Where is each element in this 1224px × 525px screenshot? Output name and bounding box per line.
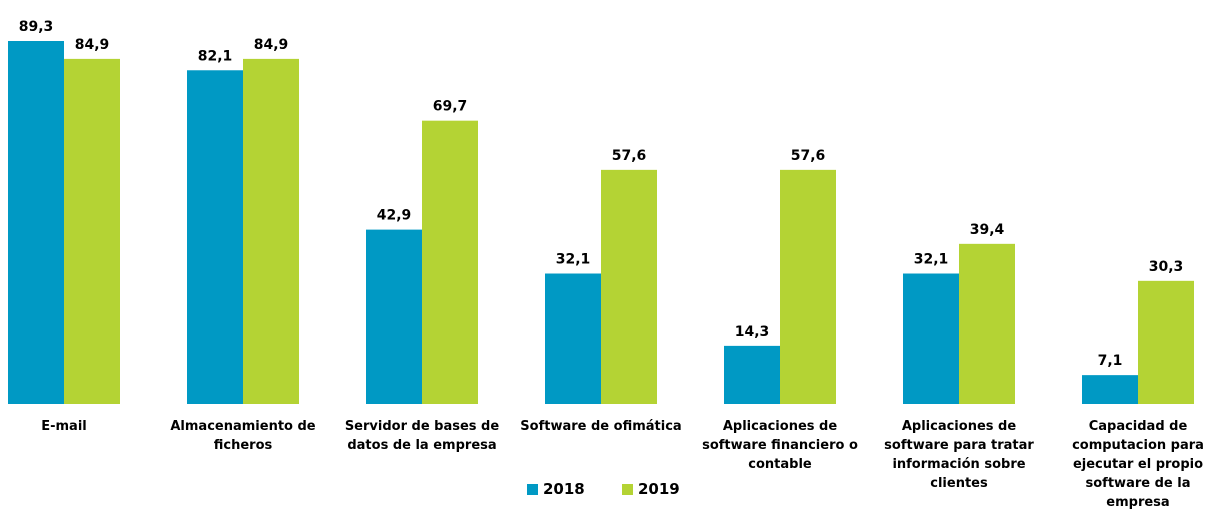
data-label: 57,6: [791, 148, 826, 164]
legend-item: 2019: [622, 480, 680, 498]
bar: [187, 70, 243, 404]
data-label: 82,1: [198, 48, 233, 64]
legend-item: 2018: [527, 480, 585, 498]
legend-swatch: [622, 483, 633, 495]
bar: [8, 41, 64, 404]
bar: [545, 273, 601, 404]
data-label: 57,6: [612, 148, 647, 164]
data-label: 84,9: [254, 37, 289, 53]
data-label: 7,1: [1098, 353, 1123, 369]
bar: [959, 243, 1015, 404]
x-tick-label: Software de ofimática: [520, 419, 682, 434]
x-tick-label: Capacidad de computacion para ejecutar e…: [1072, 419, 1204, 510]
bar: [1082, 375, 1138, 404]
data-label: 32,1: [556, 252, 591, 268]
data-label: 39,4: [970, 222, 1005, 238]
bar: [422, 120, 478, 405]
bar: [724, 345, 780, 404]
bar: [903, 273, 959, 404]
x-tick-label: Almacenamiento de ficheros: [170, 419, 316, 453]
data-label: 84,9: [75, 37, 110, 53]
legend-label: 2018: [543, 480, 585, 498]
data-label: 42,9: [377, 208, 412, 224]
x-tick-label: Servidor de bases de datos de la empresa: [344, 419, 500, 453]
bar: [601, 169, 657, 404]
bar: [243, 58, 299, 405]
data-label: 89,3: [19, 19, 54, 35]
bar: [366, 229, 422, 404]
x-tick-label: Aplicaciones de software financiero o co…: [702, 419, 858, 472]
bar: [1138, 280, 1194, 404]
x-tick-label: Aplicaciones de software para tratar inf…: [884, 419, 1034, 491]
data-label: 14,3: [735, 324, 770, 340]
data-label: 69,7: [433, 99, 468, 115]
legend-swatch: [527, 483, 538, 495]
x-tick-label: E-mail: [41, 419, 87, 434]
legend-label: 2019: [638, 480, 680, 498]
bar: [780, 169, 836, 404]
data-label: 32,1: [914, 252, 949, 268]
data-label: 30,3: [1149, 259, 1184, 275]
bar: [64, 58, 120, 405]
